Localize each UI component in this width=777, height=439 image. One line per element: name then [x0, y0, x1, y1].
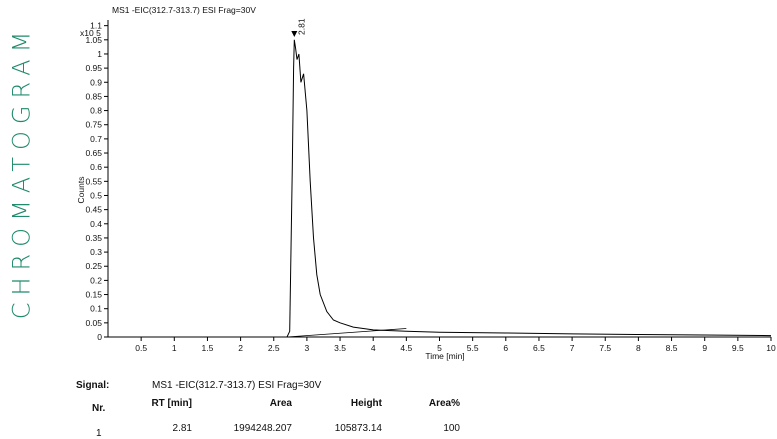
cell-nr: 1	[96, 428, 102, 439]
y-tick-label: 0.05	[85, 318, 102, 328]
signal-value: MS1 -EIC(312.7-313.7) ESI Frag=30V	[152, 380, 322, 391]
x-tick-label: 2	[238, 343, 243, 353]
header-area-pct: Area%	[428, 398, 460, 409]
chromatogram-chart: MS1 -EIC(312.7-313.7) ESI Frag=30V x10 5…	[76, 5, 776, 361]
chart-title: MS1 -EIC(312.7-313.7) ESI Frag=30V	[112, 5, 256, 15]
cell-rt: 2.81	[172, 423, 192, 434]
x-tick-label: 4	[371, 343, 376, 353]
x-tick-label: 4.5	[400, 343, 412, 353]
x-tick-label: 7.5	[599, 343, 611, 353]
cell-area-pct: 100	[443, 423, 460, 434]
y-tick-label: 0.35	[85, 233, 102, 243]
y-tick-label: 1	[97, 49, 102, 59]
signal-label: Signal:	[76, 380, 110, 391]
y-multiplier: x10 5	[80, 28, 101, 38]
y-tick-label: 0.7	[90, 134, 102, 144]
cell-height: 105873.14	[334, 423, 382, 434]
header-rt: RT [min]	[151, 398, 192, 409]
plot-area: 2.81	[108, 18, 772, 338]
x-tick-label: 9	[702, 343, 707, 353]
x-tick-label: 7	[570, 343, 575, 353]
x-tick-label: 1	[172, 343, 177, 353]
header-area: Area	[269, 398, 292, 409]
header-height: Height	[350, 398, 382, 409]
x-tick-label: 6.5	[533, 343, 545, 353]
y-tick-label: 0.45	[85, 205, 102, 215]
y-tick-label: 0.2	[90, 275, 102, 285]
y-tick-label: 0.9	[90, 77, 102, 87]
x-tick-label: 2.5	[268, 343, 280, 353]
x-tick-label: 5.5	[467, 343, 479, 353]
y-tick-label: 0.15	[85, 290, 102, 300]
y-tick-label: 0.55	[85, 176, 102, 186]
peak-marker-icon	[291, 30, 298, 37]
x-tick-label: 8	[636, 343, 641, 353]
x-tick-label: 5	[437, 343, 442, 353]
x-tick-label: 3.5	[334, 343, 346, 353]
y-tick-label: 0.95	[85, 63, 102, 73]
y-tick-label: 0.25	[85, 261, 102, 271]
x-tick-label: 0.5	[135, 343, 147, 353]
y-axis-title: Counts	[76, 177, 86, 204]
integration-baseline	[286, 328, 407, 338]
cell-area: 1994248.207	[233, 423, 292, 434]
x-tick-label: 1.5	[202, 343, 214, 353]
chromatogram-trace	[108, 39, 772, 338]
axis-ticks: 00.050.10.150.20.250.30.350.40.450.50.55…	[85, 20, 776, 353]
x-axis-title: Time [min]	[425, 351, 464, 361]
y-tick-label: 0.6	[90, 162, 102, 172]
y-tick-label: 0.75	[85, 120, 102, 130]
y-tick-label: 0.4	[90, 219, 102, 229]
x-tick-label: 8.5	[666, 343, 678, 353]
y-tick-label: 0.65	[85, 148, 102, 158]
header-nr: Nr.	[92, 403, 106, 414]
y-tick-label: 0.8	[90, 106, 102, 116]
x-tick-label: 3	[305, 343, 310, 353]
x-tick-label: 9.5	[732, 343, 744, 353]
y-tick-label: 1.05	[85, 35, 102, 45]
y-tick-label: 0	[97, 332, 102, 342]
x-tick-label: 6	[503, 343, 508, 353]
peak-label: 2.81	[296, 18, 306, 35]
y-tick-label: 1.1	[90, 21, 102, 31]
y-tick-label: 0.85	[85, 91, 102, 101]
y-tick-label: 0.5	[90, 190, 102, 200]
y-tick-label: 0.3	[90, 247, 102, 257]
x-tick-label: 10	[766, 343, 776, 353]
y-tick-label: 0.1	[90, 304, 102, 314]
